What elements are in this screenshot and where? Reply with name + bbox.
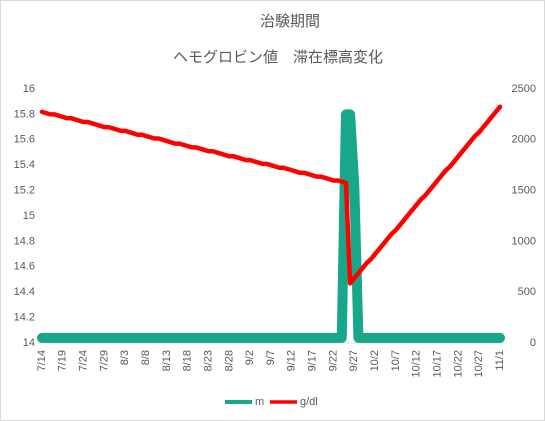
x-tick-label: 9/2	[244, 350, 256, 365]
x-tick-label: 10/12	[411, 350, 423, 378]
x-tick-label: 10/22	[452, 350, 464, 378]
y2-tick-label: 500	[518, 286, 536, 298]
x-tick-label: 8/8	[140, 350, 152, 365]
y-tick-label: 15.4	[14, 159, 35, 171]
y-tick-label: 15.2	[14, 185, 35, 197]
x-tick-label: 7/19	[57, 350, 69, 371]
y2-tick-label: 2500	[512, 83, 536, 95]
series-line	[39, 104, 503, 286]
series-line	[37, 109, 505, 343]
y-tick-label: 14.6	[14, 261, 35, 273]
y-tick-label: 14.4	[14, 286, 35, 298]
x-tick-label: 7/29	[98, 350, 110, 371]
legend-label: g/dl	[300, 396, 318, 408]
x-tick-label: 10/7	[390, 350, 402, 371]
x-tick-label: 9/27	[348, 350, 360, 371]
chart-subtitle: ヘモグロビン値 滞在標高変化	[173, 49, 383, 66]
x-tick-label: 7/24	[78, 350, 90, 371]
y2-tick-label: 1500	[512, 185, 536, 197]
x-tick-label: 9/17	[307, 350, 319, 371]
x-tick-label: 8/23	[202, 350, 214, 371]
y-tick-label: 15.6	[14, 134, 35, 146]
x-tick-label: 8/28	[223, 350, 235, 371]
legend-label: m	[255, 396, 264, 408]
x-tick-label: 10/2	[369, 350, 381, 371]
x-tick-label: 8/18	[182, 350, 194, 371]
y-tick-label: 16	[23, 83, 35, 95]
x-tick-label: 8/3	[119, 350, 131, 365]
y-tick-label: 15	[23, 210, 35, 222]
chart-title: 治験期間	[260, 13, 320, 30]
x-tick-label: 9/7	[265, 350, 277, 365]
y2-tick-label: 0	[530, 337, 536, 349]
x-tick-label: 9/12	[286, 350, 298, 371]
y-tick-label: 15.8	[14, 108, 35, 120]
y-tick-label: 14.8	[14, 235, 35, 247]
y2-tick-label: 1000	[512, 235, 536, 247]
y-tick-label: 14.2	[14, 312, 35, 324]
x-tick-label: 11/1	[494, 350, 506, 371]
y2-tick-label: 2000	[512, 134, 536, 146]
x-tick-label: 7/14	[36, 350, 48, 371]
x-tick-label: 8/13	[161, 350, 173, 371]
y-tick-label: 14	[23, 337, 35, 349]
x-tick-label: 9/22	[327, 350, 339, 371]
x-tick-label: 10/27	[473, 350, 485, 378]
x-tick-label: 10/17	[431, 350, 443, 378]
